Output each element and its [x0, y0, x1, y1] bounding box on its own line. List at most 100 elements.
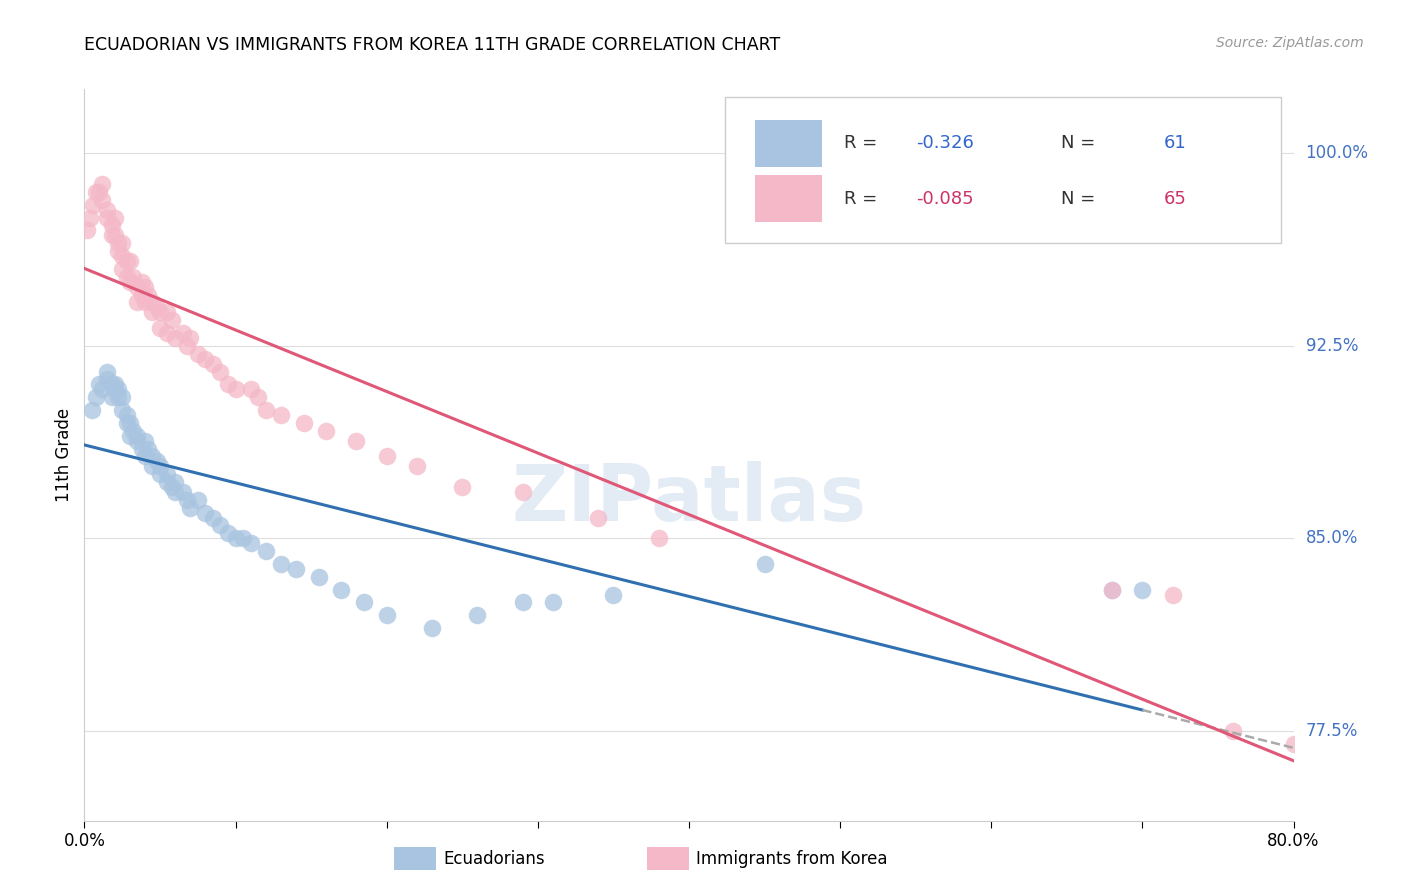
Point [134, 295, 156, 310]
Point [209, 518, 232, 533]
Point [254, 403, 277, 417]
Point [201, 357, 224, 371]
Point [80, 403, 103, 417]
Point [217, 377, 239, 392]
Text: -0.326: -0.326 [917, 135, 974, 153]
Point [146, 454, 169, 468]
Point [111, 261, 134, 276]
Point [467, 608, 489, 623]
FancyBboxPatch shape [755, 175, 823, 222]
Point [149, 305, 172, 319]
Point [89, 185, 111, 199]
FancyBboxPatch shape [725, 96, 1281, 243]
FancyBboxPatch shape [755, 120, 823, 167]
Point [451, 480, 474, 494]
Point [225, 532, 247, 546]
Point [134, 280, 156, 294]
Point [149, 321, 172, 335]
Point [111, 390, 134, 404]
Point [647, 532, 671, 546]
Point [127, 295, 149, 310]
Point [118, 416, 141, 430]
Point [115, 254, 138, 268]
Point [111, 249, 134, 263]
Point [131, 287, 153, 301]
Point [315, 424, 337, 438]
Point [141, 459, 163, 474]
Text: 92.5%: 92.5% [1306, 337, 1358, 355]
Point [179, 500, 201, 515]
Point [127, 280, 149, 294]
Point [602, 588, 624, 602]
Point [107, 383, 129, 397]
Point [118, 275, 141, 289]
Point [353, 595, 375, 609]
Point [588, 510, 610, 524]
Text: Source: ZipAtlas.com: Source: ZipAtlas.com [1216, 36, 1364, 50]
Point [118, 254, 141, 268]
Point [160, 313, 183, 327]
Point [111, 236, 134, 251]
Point [141, 449, 163, 463]
Point [100, 218, 122, 232]
Point [1161, 588, 1184, 602]
Point [104, 377, 127, 392]
Point [121, 269, 143, 284]
Point [375, 608, 398, 623]
Point [134, 449, 156, 463]
Text: 85.0%: 85.0% [1306, 529, 1358, 548]
Point [512, 485, 534, 500]
Point [115, 269, 138, 284]
Point [96, 364, 118, 378]
Point [375, 449, 398, 463]
Point [156, 326, 179, 340]
Point [1101, 582, 1123, 597]
Point [91, 193, 114, 207]
Point [754, 557, 776, 571]
Point [131, 275, 153, 289]
Point [1222, 723, 1244, 738]
Point [163, 331, 186, 345]
Text: Ecuadorians: Ecuadorians [443, 850, 544, 868]
Point [115, 416, 138, 430]
Point [134, 434, 156, 448]
Point [91, 383, 114, 397]
Point [96, 202, 118, 217]
Point [141, 305, 163, 319]
Point [1282, 737, 1305, 751]
Point [187, 346, 209, 360]
Point [156, 475, 179, 489]
Point [346, 434, 368, 448]
Point [121, 424, 143, 438]
Point [86, 390, 108, 404]
Point [82, 197, 104, 211]
Point [512, 595, 534, 609]
Point [118, 428, 141, 442]
Text: 61: 61 [1164, 135, 1187, 153]
Text: N =: N = [1062, 135, 1101, 153]
Point [163, 485, 186, 500]
Point [172, 326, 194, 340]
Text: R =: R = [844, 135, 883, 153]
Text: Immigrants from Korea: Immigrants from Korea [696, 850, 887, 868]
Point [176, 492, 198, 507]
Point [141, 295, 163, 310]
Point [104, 228, 127, 243]
Point [179, 331, 201, 345]
Text: ECUADORIAN VS IMMIGRANTS FROM KOREA 11TH GRADE CORRELATION CHART: ECUADORIAN VS IMMIGRANTS FROM KOREA 11TH… [84, 36, 780, 54]
Point [176, 339, 198, 353]
Point [79, 211, 101, 225]
Point [239, 536, 262, 550]
Text: R =: R = [844, 190, 883, 208]
Point [1130, 582, 1153, 597]
Point [115, 408, 138, 422]
Y-axis label: 11th Grade: 11th Grade [55, 408, 73, 502]
Point [96, 372, 118, 386]
Point [217, 526, 239, 541]
Point [225, 383, 247, 397]
Point [86, 185, 108, 199]
Point [131, 442, 153, 456]
Point [127, 434, 149, 448]
Point [247, 390, 270, 404]
Point [107, 236, 129, 251]
